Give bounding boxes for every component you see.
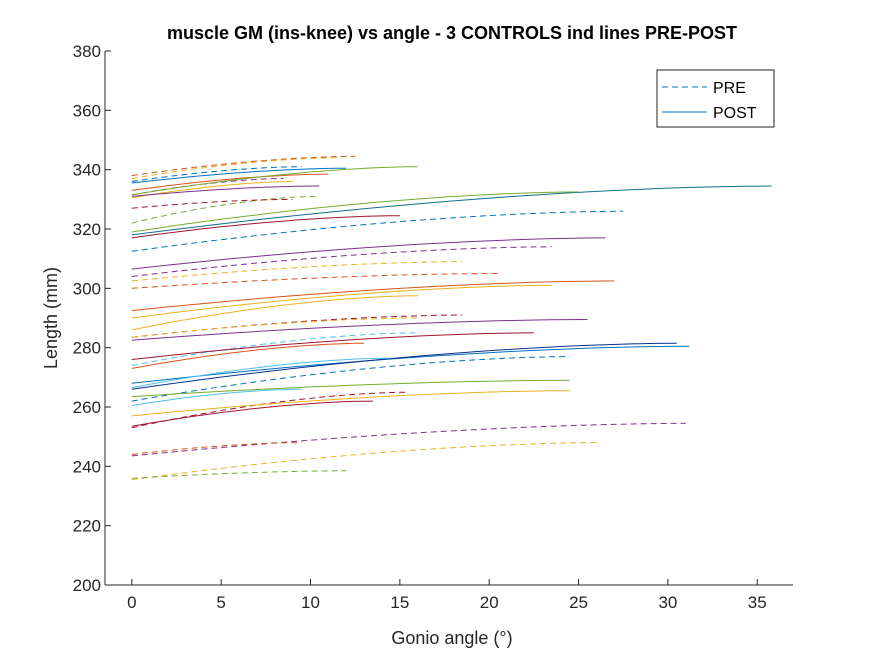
series-line-post-32	[131, 332, 534, 360]
series-line-post-30	[131, 295, 418, 331]
series-line-post-25	[131, 191, 579, 233]
series-line-pre-12	[131, 332, 418, 366]
x-tick-label: 25	[569, 593, 588, 612]
series-line-pre-14	[131, 422, 686, 457]
series-line-pre-5	[131, 198, 293, 209]
x-tick-label: 15	[390, 593, 409, 612]
series-line-post-24	[131, 185, 772, 236]
y-tick-label: 360	[73, 101, 101, 120]
series-line-post-19	[131, 167, 347, 184]
series-line-pre-11	[131, 317, 418, 338]
series-line-post-33	[131, 345, 690, 384]
x-tick-label: 5	[216, 593, 225, 612]
x-tick-label: 0	[127, 593, 136, 612]
legend-box	[656, 69, 775, 128]
series-line-post-22	[131, 185, 320, 197]
series-line-post-28	[131, 280, 615, 312]
series-line-post-36	[131, 357, 391, 389]
chart-title: muscle GM (ins-knee) vs angle - 3 CONTRO…	[167, 23, 737, 43]
x-tick-label: 20	[480, 593, 499, 612]
series-line-pre-1	[131, 155, 356, 177]
y-tick-label: 200	[73, 576, 101, 595]
y-tick-label: 380	[73, 42, 101, 61]
series-line-post-39	[131, 388, 302, 406]
x-axis-label: Gonio angle (°)	[391, 628, 512, 648]
series-line-post-34	[131, 342, 677, 390]
series-line-post-31	[131, 319, 588, 341]
y-tick-label: 320	[73, 220, 101, 239]
legend-post-label: POST	[713, 105, 757, 122]
y-tick-label: 240	[73, 457, 101, 476]
y-tick-label: 300	[73, 279, 101, 298]
series-line-pre-2	[131, 157, 338, 180]
series-line-post-27	[131, 237, 606, 270]
series-line-post-26	[131, 215, 400, 239]
series-line-pre-7	[131, 246, 552, 277]
series-line-pre-0	[131, 166, 302, 182]
series-line-pre-4	[131, 195, 320, 224]
series-line-pre-9	[131, 273, 499, 289]
series-line-post-29	[131, 284, 552, 319]
plot-area: 0 5 10 15 20 25 30 35 200 220 240 260 280 300 320 340 36…	[73, 42, 793, 612]
y-tick-label: 340	[73, 161, 101, 180]
y-tick-label: 280	[73, 339, 101, 358]
series-line-pre-8	[131, 261, 463, 282]
series-line-pre-6	[131, 210, 624, 252]
y-tick-label: 260	[73, 398, 101, 417]
series-line-post-35	[131, 342, 365, 369]
series-line-pre-16	[131, 470, 347, 479]
x-tick-label: 35	[748, 593, 767, 612]
legend-pre-label: PRE	[713, 80, 746, 97]
series-line-post-40	[131, 400, 374, 427]
series-line-post-20	[131, 173, 329, 191]
x-tick-label: 10	[301, 593, 320, 612]
series-line-pre-13	[131, 356, 570, 402]
series-line-post-37	[131, 379, 570, 398]
y-axis-label: Length (mm)	[41, 267, 61, 369]
y-tick-label: 220	[73, 517, 101, 536]
series-line-pre-17	[131, 442, 302, 455]
legend: PRE POST	[656, 69, 775, 128]
series-line-post-38	[131, 390, 570, 417]
series-line-post-23	[131, 166, 418, 196]
series-line-pre-18	[131, 391, 409, 429]
x-tick-label: 30	[658, 593, 677, 612]
series-line-pre-15	[131, 442, 597, 481]
series-line-post-21	[131, 181, 293, 199]
